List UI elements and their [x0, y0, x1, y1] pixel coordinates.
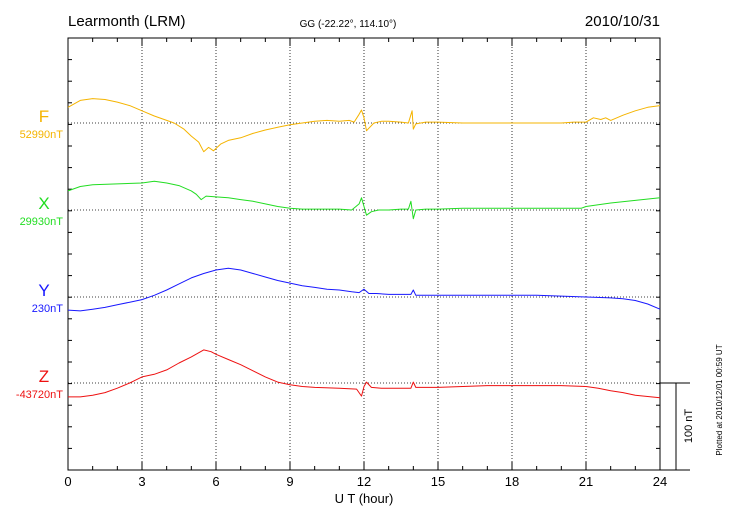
series-name-y: Y — [38, 281, 49, 300]
x-tick-label-6: 6 — [212, 474, 219, 489]
x-tick-label-15: 15 — [431, 474, 445, 489]
x-tick-label-24: 24 — [653, 474, 667, 489]
series-name-x: X — [38, 194, 49, 213]
vertical-grid — [141, 38, 587, 470]
series-baseline-z: -43720nT — [16, 389, 63, 401]
series-baseline-f: 52990nT — [20, 129, 64, 141]
coordinates-label: GG (-22.22°, 114.10°) — [300, 19, 397, 30]
series-name-f: F — [39, 107, 49, 126]
station-title: Learmonth (LRM) — [68, 13, 186, 30]
x-tick-label-0: 0 — [64, 474, 71, 489]
x-tick-label-9: 9 — [286, 474, 293, 489]
scale-bar-label: 100 nT — [683, 409, 695, 444]
x-tick-label-21: 21 — [579, 474, 593, 489]
series-line-f — [67, 98, 661, 153]
series-line-z — [68, 349, 661, 399]
x-tick-label-12: 12 — [357, 474, 371, 489]
series-baseline-y: 230nT — [32, 303, 63, 315]
series-line-y — [67, 267, 661, 312]
x-tick-labels: 0 3 6 9 12 15 18 21 24 — [64, 474, 667, 489]
series-lines — [67, 98, 661, 399]
series-labels: F 52990nT X 29930nT Y 230nT Z -43720nT — [16, 107, 63, 401]
x-axis-label: U T (hour) — [335, 491, 394, 506]
scale-bar: 100 nT — [660, 382, 695, 471]
series-name-z: Z — [39, 367, 49, 386]
date-label: 2010/10/31 — [585, 13, 660, 30]
series-baseline-x: 29930nT — [20, 216, 64, 228]
axis-ticks — [67, 38, 661, 470]
plotted-timestamp: Plotted at 2010/12/01 00:59 UT — [715, 344, 724, 455]
series-line-x — [67, 180, 661, 220]
x-tick-label-18: 18 — [505, 474, 519, 489]
x-tick-label-3: 3 — [138, 474, 145, 489]
